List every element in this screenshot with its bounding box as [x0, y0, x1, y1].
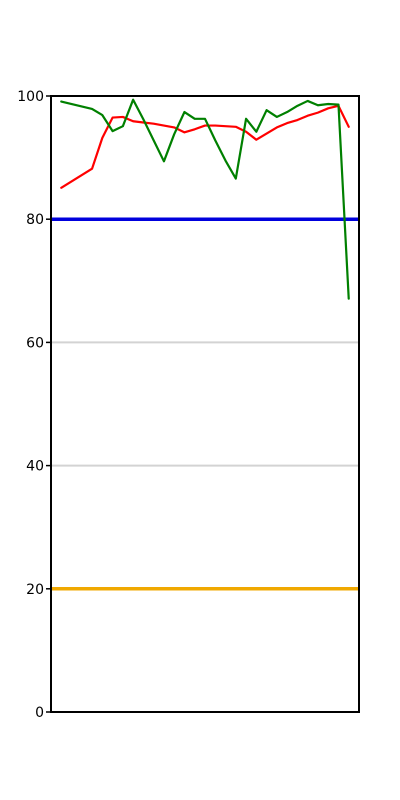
y-tick-label-20: 20 [26, 582, 44, 598]
grid-lines [51, 341, 359, 467]
y-tick-label-100: 100 [17, 89, 44, 105]
y-tick-labels: 0 20 40 60 80 100 [17, 89, 51, 721]
reference-lines [51, 217, 359, 591]
series-line-2 [60, 98, 350, 300]
y-tick-label-80: 80 [26, 212, 44, 228]
y-tick-label-40: 40 [26, 459, 44, 475]
y-tick-label-0: 0 [35, 705, 44, 721]
y-tick-label-60: 60 [26, 335, 44, 351]
series-lines [60, 98, 350, 300]
axes [50, 95, 360, 713]
plot-frame [50, 95, 360, 713]
